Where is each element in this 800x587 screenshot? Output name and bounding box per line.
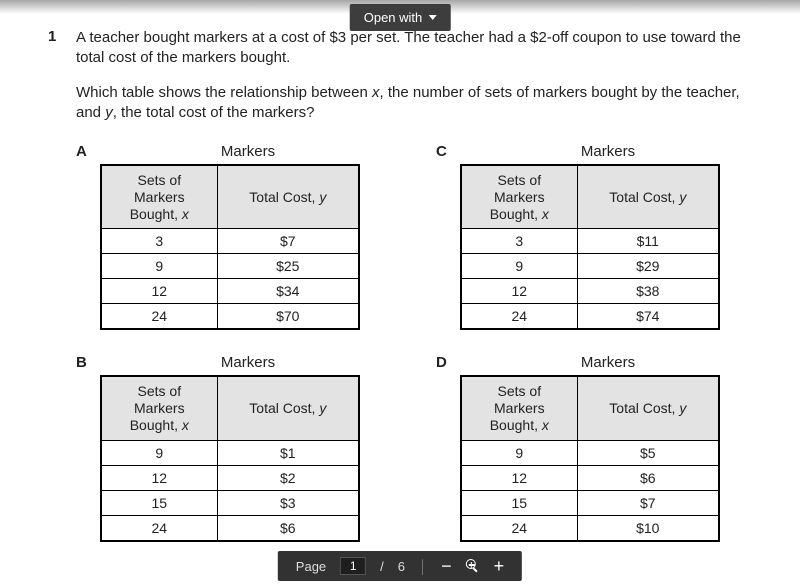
table-row: 12$6 bbox=[461, 465, 719, 490]
page-total: 6 bbox=[398, 559, 405, 574]
toolbar-divider: │ bbox=[419, 559, 427, 574]
table-row: 9$1 bbox=[101, 440, 359, 465]
zoom-fit-button[interactable] bbox=[466, 559, 480, 573]
table-row: 12$34 bbox=[101, 279, 359, 304]
table-row: 3$7 bbox=[101, 229, 359, 254]
table-caption: Markers bbox=[100, 143, 396, 160]
col1-header: Sets of Markers Bought, x bbox=[461, 376, 577, 440]
table-caption: Markers bbox=[460, 354, 756, 371]
col1-header: Sets of Markers Bought, x bbox=[461, 165, 577, 229]
options-grid: A Markers Sets of Markers Bought, x Tota… bbox=[76, 143, 752, 542]
markers-table-d: Sets of Markers Bought, x Total Cost, y … bbox=[460, 375, 720, 541]
markers-table-c: Sets of Markers Bought, x Total Cost, y … bbox=[460, 164, 720, 330]
question-para-2: Which table shows the relationship betwe… bbox=[76, 83, 752, 124]
open-with-button[interactable]: Open with bbox=[350, 4, 451, 31]
option-c[interactable]: C Markers Sets of Markers Bought, x Tota… bbox=[436, 143, 756, 330]
question-number: 1 bbox=[48, 28, 76, 137]
table-row: 9$25 bbox=[101, 254, 359, 279]
option-letter: A bbox=[76, 143, 100, 160]
option-b[interactable]: B Markers Sets of Markers Bought, x Tota… bbox=[76, 354, 396, 541]
col2-header: Total Cost, y bbox=[217, 165, 359, 229]
option-d[interactable]: D Markers Sets of Markers Bought, x Tota… bbox=[436, 354, 756, 541]
col1-header: Sets of Markers Bought, x bbox=[101, 376, 217, 440]
markers-table-b: Sets of Markers Bought, x Total Cost, y … bbox=[100, 375, 360, 541]
option-letter: D bbox=[436, 354, 460, 371]
col2-header: Total Cost, y bbox=[577, 165, 719, 229]
question-para-1: A teacher bought markers at a cost of $3… bbox=[76, 28, 752, 69]
table-caption: Markers bbox=[460, 143, 756, 160]
question-text: A teacher bought markers at a cost of $3… bbox=[76, 28, 752, 137]
caret-down-icon bbox=[428, 15, 436, 20]
pdf-toolbar: Page / 6 │ − + bbox=[278, 551, 522, 581]
col1-header: Sets of Markers Bought, x bbox=[101, 165, 217, 229]
option-letter: C bbox=[436, 143, 460, 160]
table-row: 15$3 bbox=[101, 490, 359, 515]
table-row: 15$7 bbox=[461, 490, 719, 515]
markers-table-a: Sets of Markers Bought, x Total Cost, y … bbox=[100, 164, 360, 330]
table-row: 24$6 bbox=[101, 515, 359, 541]
table-row: 24$10 bbox=[461, 515, 719, 541]
table-row: 12$2 bbox=[101, 465, 359, 490]
open-with-label: Open with bbox=[364, 10, 423, 25]
col2-header: Total Cost, y bbox=[577, 376, 719, 440]
col2-header: Total Cost, y bbox=[217, 376, 359, 440]
page-sep: / bbox=[380, 559, 384, 574]
table-row: 24$74 bbox=[461, 304, 719, 330]
magnifier-icon bbox=[466, 559, 480, 573]
table-row: 9$29 bbox=[461, 254, 719, 279]
table-row: 12$38 bbox=[461, 279, 719, 304]
table-row: 9$5 bbox=[461, 440, 719, 465]
table-row: 24$70 bbox=[101, 304, 359, 330]
option-letter: B bbox=[76, 354, 100, 371]
table-row: 3$11 bbox=[461, 229, 719, 254]
page-input[interactable] bbox=[340, 557, 366, 575]
table-caption: Markers bbox=[100, 354, 396, 371]
option-a[interactable]: A Markers Sets of Markers Bought, x Tota… bbox=[76, 143, 396, 330]
page-content: 1 A teacher bought markers at a cost of … bbox=[0, 0, 800, 542]
page-label: Page bbox=[296, 559, 326, 574]
